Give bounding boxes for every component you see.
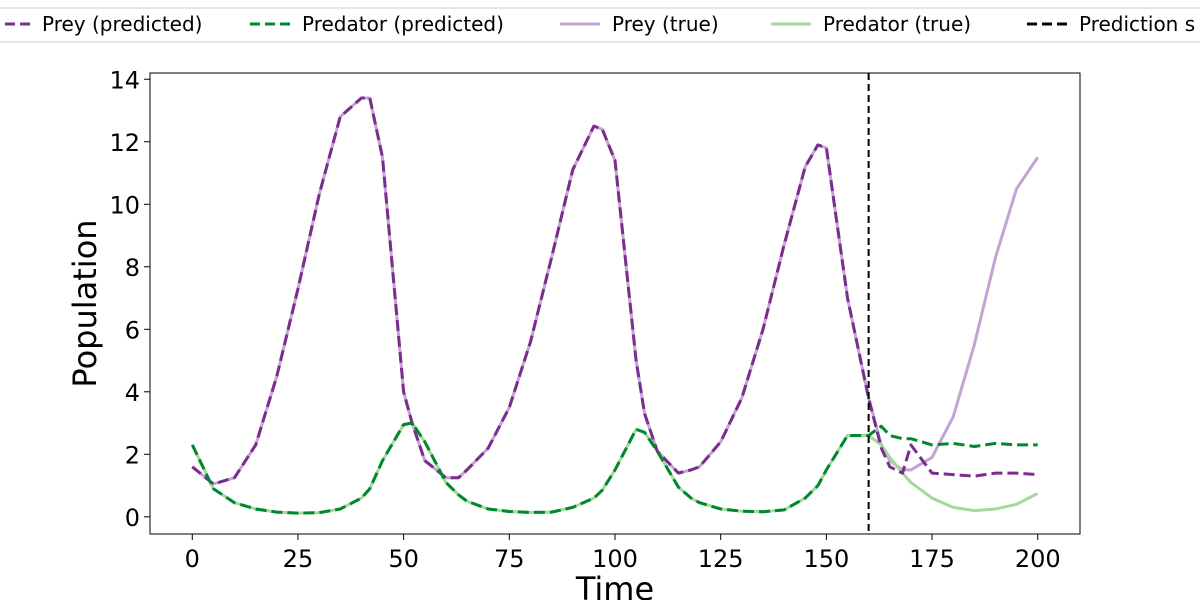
x-tick-label: 25 [283,545,314,573]
y-axis-label: Population [66,219,104,387]
x-axis: 0 25 50 75 100 125 150 175 200 [185,534,1061,573]
series-line-prey-true [191,96,1039,486]
y-tick-label: 0 [125,504,140,532]
y-tick-label: 6 [125,316,140,344]
series-line-prey-predicted [191,96,1038,486]
x-tick-label: 150 [803,545,849,573]
y-tick-label: 12 [109,129,140,157]
legend-label: Predator (predicted) [302,12,504,36]
x-tick-label: 75 [494,545,525,573]
x-tick-label: 175 [909,545,955,573]
y-tick-label: 4 [125,379,140,407]
legend-label: Prey (predicted) [42,12,202,36]
x-tick-label: 125 [698,545,744,573]
legend-label: Prediction s [1079,12,1195,36]
x-tick-label: 50 [388,545,419,573]
axes-frame [149,72,1081,535]
x-tick-label: 100 [592,545,638,573]
x-tick-label: 200 [1015,545,1061,573]
x-tick-label: 0 [185,545,200,573]
series-line-predator-predicted [190,421,1038,515]
plot-area: 0 25 50 75 100 125 150 175 200 0 2 4 6 8 10 12 14 [109,66,1081,573]
y-tick-label: 14 [109,66,140,94]
y-axis: 0 2 4 6 8 10 12 14 [109,66,150,532]
y-tick-label: 8 [125,254,140,282]
series-layer [190,73,1039,534]
legend-label: Predator (true) [823,12,971,36]
y-tick-label: 10 [109,191,140,219]
legend: Prey (predicted) Predator (predicted) Prey… [0,7,1200,43]
y-tick-label: 2 [125,441,140,469]
legend-label: Prey (true) [612,12,719,36]
x-axis-label: Time [575,570,654,600]
